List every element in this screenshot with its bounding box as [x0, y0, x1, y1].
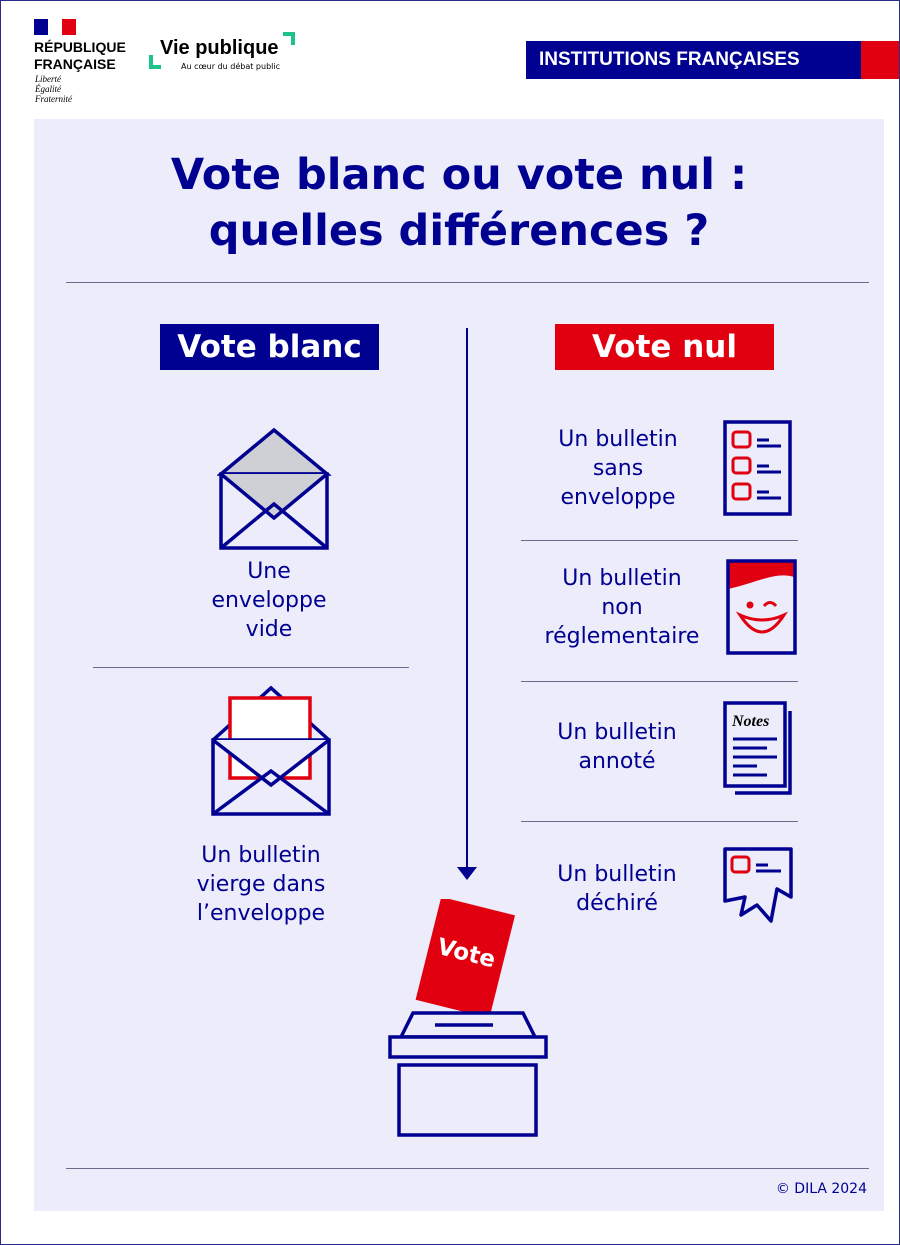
empty-envelope-icon — [217, 427, 332, 550]
vie-publique-logo: Vie publique — [160, 37, 279, 59]
arrow-down-icon — [457, 867, 477, 880]
torn-ballot-icon — [723, 847, 793, 923]
vie-publique-tagline: Au cœur du débat public — [181, 62, 280, 71]
copyright: © DILA 2024 — [775, 1181, 867, 1197]
envelope-with-ballot-icon — [211, 685, 331, 816]
vote-nul-caption-4: Un bulletin déchiré — [557, 862, 677, 916]
vote-nul-caption-3: Un bulletin annoté — [557, 720, 677, 774]
vote-nul-divider-3 — [521, 821, 798, 822]
category-badge: INSTITUTIONS FRANÇAISES — [526, 41, 861, 79]
notes-ballot-icon: Notes — [723, 701, 792, 795]
vie-publique-bracket-icon — [149, 32, 295, 69]
marianne-logo-icon — [34, 19, 76, 35]
vote-blanc-caption-1: Une enveloppe vide — [211, 559, 327, 642]
vote-nul-divider-1 — [521, 540, 798, 541]
ballot-checklist-icon — [723, 420, 792, 516]
ballot-box-icon: Vote — [388, 899, 548, 1137]
notes-icon-text: Notes — [731, 713, 769, 730]
vote-nul-caption-2: Un bulletin non réglementaire — [544, 566, 700, 649]
vote-blanc-divider — [93, 667, 409, 668]
page-title: Vote blanc ou vote nul : quelles différen… — [170, 150, 748, 256]
category-badge-accent — [861, 41, 899, 79]
vote-nul-caption-1: Un bulletin sans enveloppe — [558, 427, 678, 510]
vote-nul-divider-2 — [521, 681, 798, 682]
vote-nul-label: Vote nul — [555, 324, 774, 370]
republique-francaise-name: RÉPUBLIQUE FRANÇAISE — [34, 39, 126, 72]
vote-blanc-label: Vote blanc — [160, 324, 379, 370]
smiley-ballot-icon — [726, 559, 797, 655]
footer-divider — [66, 1168, 869, 1169]
center-arrow-line — [466, 328, 468, 868]
republique-motto: Liberté Égalité Fraternité — [35, 74, 72, 104]
vote-blanc-caption-2: Un bulletin vierge dans l’enveloppe — [196, 843, 326, 926]
title-divider — [66, 282, 869, 283]
